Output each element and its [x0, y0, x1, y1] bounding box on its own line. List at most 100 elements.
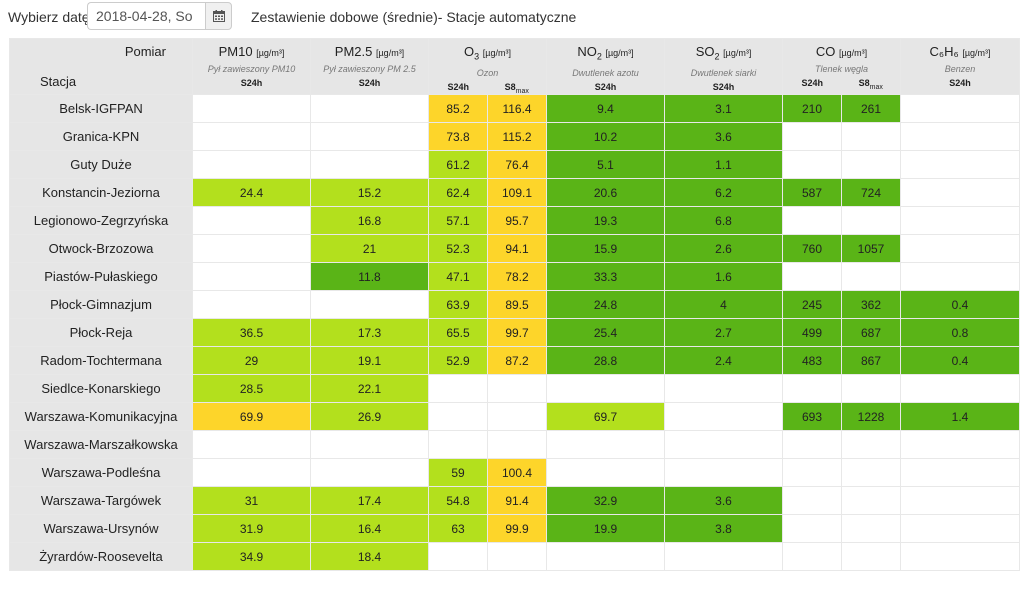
param-desc: Dwutlenek azotu	[572, 67, 639, 78]
value-cell	[192, 290, 311, 320]
param-subscript: 2	[596, 51, 602, 62]
value-cell	[664, 402, 784, 432]
table-row: Legionowo-Zegrzyńska 16.8 57.1 95.7 19.3 6.8	[9, 206, 1021, 236]
table-row: Guty Duże 61.2 76.4 5.1 1.1	[9, 150, 1021, 180]
value-cell: 24.8	[546, 290, 666, 320]
value-cell	[782, 430, 843, 460]
station-name: Warszawa-Ursynów	[9, 514, 193, 544]
table-row: Warszawa-Komunikacyjna 69.9 26.9 69.7 693 122…	[9, 402, 1021, 432]
value-cell: 47.1	[428, 262, 488, 292]
value-cell	[192, 150, 311, 180]
value-cell	[841, 486, 902, 516]
value-cell: 16.4	[310, 514, 429, 544]
param-name: C₆H₆	[929, 44, 959, 59]
value-cell: 59	[428, 458, 488, 488]
value-cell	[192, 94, 311, 124]
sub-header: S8max	[858, 78, 883, 91]
value-cell: 724	[841, 178, 902, 208]
value-cell	[546, 430, 666, 460]
station-name: Granica-KPN	[9, 122, 193, 152]
value-cell: 61.2	[428, 150, 488, 180]
value-cell: 99.7	[486, 318, 548, 348]
table-corner-header: Pomiar Stacja	[9, 37, 193, 96]
value-cell: 15.9	[546, 234, 666, 264]
param-name: O	[464, 44, 475, 59]
value-cell	[841, 262, 902, 292]
value-cell: 11.8	[310, 262, 429, 292]
pomiar-label: Pomiar	[124, 44, 166, 59]
param-unit: [µg/m³]	[376, 48, 405, 58]
value-cell	[310, 430, 429, 460]
value-cell: 687	[841, 318, 902, 348]
value-cell: 261	[841, 94, 902, 124]
param-name: NO	[577, 44, 597, 59]
value-cell	[192, 458, 311, 488]
sub-header: S24h	[447, 81, 470, 92]
page-title: Zestawienie dobowe (średnie)- Stacje aut…	[251, 9, 577, 25]
value-cell: 17.3	[310, 318, 429, 348]
value-cell: 33.3	[546, 262, 666, 292]
value-cell: 69.7	[546, 402, 666, 432]
calendar-button[interactable]	[205, 2, 232, 30]
value-cell	[664, 542, 784, 572]
value-cell: 22.1	[310, 374, 429, 404]
value-cell: 116.4	[486, 94, 548, 124]
value-cell: 587	[782, 178, 843, 208]
value-cell: 362	[841, 290, 902, 320]
param-desc: Pył zawieszony PM 2.5	[323, 64, 416, 74]
value-cell	[782, 150, 843, 180]
station-name: Belsk-IGFPAN	[9, 94, 193, 124]
value-cell: 0.4	[900, 290, 1021, 320]
value-cell	[664, 458, 784, 488]
param-desc: Ozon	[476, 67, 499, 78]
value-cell	[782, 542, 843, 572]
value-cell	[782, 374, 843, 404]
value-cell: 483	[782, 346, 843, 376]
value-cell: 760	[782, 234, 843, 264]
table-row: Płock-Gimnazjum 63.9 89.5 24.8 4 245 362 0.4	[9, 290, 1021, 320]
value-cell	[310, 290, 429, 320]
value-cell	[546, 542, 666, 572]
value-cell: 18.4	[310, 542, 429, 572]
header-o3: O3 [µg/m³] Ozon S24h S8max	[427, 37, 548, 96]
value-cell: 94.1	[486, 234, 548, 264]
value-cell: 9.4	[546, 94, 666, 124]
value-cell: 87.2	[486, 346, 548, 376]
value-cell: 65.5	[428, 318, 488, 348]
value-cell	[428, 430, 488, 460]
sub-header: S24h	[949, 78, 971, 88]
station-name: Płock-Gimnazjum	[9, 290, 193, 320]
value-cell	[900, 458, 1021, 488]
table-row: Żyrardów-Roosevelta 34.9 18.4	[9, 542, 1021, 572]
value-cell	[841, 150, 902, 180]
param-name: PM10	[218, 44, 253, 59]
date-input[interactable]	[87, 2, 205, 30]
table-row: Granica-KPN 73.8 115.2 10.2 3.6	[9, 122, 1021, 152]
station-name: Guty Duże	[9, 150, 193, 180]
station-name: Radom-Tochtermana	[9, 346, 193, 376]
value-cell	[900, 150, 1021, 180]
value-cell	[900, 430, 1021, 460]
value-cell: 1.4	[900, 402, 1021, 432]
value-cell: 52.9	[428, 346, 488, 376]
value-cell	[900, 262, 1021, 292]
header-c6h6: C₆H₆ [µg/m³] Benzen S24h	[900, 37, 1021, 96]
value-cell: 76.4	[486, 150, 548, 180]
station-name: Żyrardów-Roosevelta	[9, 542, 193, 572]
value-cell: 10.2	[546, 122, 666, 152]
value-cell: 34.9	[192, 542, 311, 572]
header-pm10: PM10 [µg/m³] Pył zawieszony PM10 S24h	[192, 37, 311, 96]
value-cell	[782, 458, 843, 488]
value-cell: 31.9	[192, 514, 311, 544]
param-unit: [µg/m³]	[838, 48, 868, 58]
value-cell: 100.4	[486, 458, 548, 488]
value-cell: 69.9	[192, 402, 311, 432]
station-name: Warszawa-Targówek	[9, 486, 193, 516]
value-cell	[192, 122, 311, 152]
value-cell	[900, 122, 1021, 152]
header-pm25: PM2.5 [µg/m³] Pył zawieszony PM 2.5 S24h	[310, 37, 429, 96]
station-name: Warszawa-Podleśna	[9, 458, 193, 488]
value-cell	[310, 150, 429, 180]
table-row: Konstancin-Jeziorna 24.4 15.2 62.4 109.1 20.6…	[9, 178, 1021, 208]
value-cell	[900, 542, 1021, 572]
